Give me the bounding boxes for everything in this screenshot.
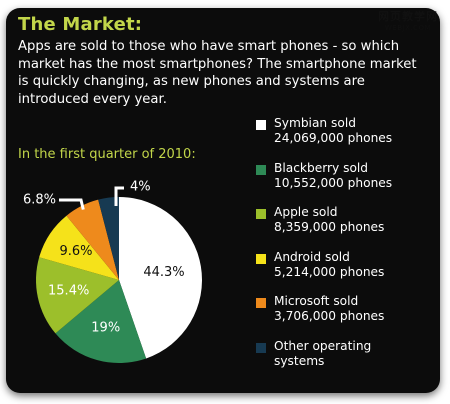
site-watermark: 网页教学网 WEBJX.COM [368, 8, 448, 32]
data-label-blackberry: 19% [91, 321, 120, 336]
legend-label: Other operating [274, 338, 372, 353]
data-label-apple: 15.4% [48, 283, 89, 298]
legend-value: 5,214,000 phones [274, 264, 385, 279]
legend-value: 10,552,000 phones [274, 175, 393, 190]
data-label-symbian: 44.3% [143, 265, 184, 280]
legend-value: systems [274, 353, 325, 368]
pie-chart: 44.3% 19% 15.4% 9.6% 6.8% 4% [23, 180, 202, 363]
data-label-android: 9.6% [59, 244, 92, 259]
legend-swatch [256, 164, 266, 175]
leader-line-microsoft [59, 198, 85, 210]
data-label-microsoft: 6.8% [23, 193, 56, 208]
legend-label: Apple sold [274, 205, 338, 219]
infographic-panel: The Market: Apps are sold to those who h… [6, 8, 440, 393]
leader-line-other [114, 186, 124, 206]
watermark-line2: WEBJX.COM [384, 24, 432, 32]
pie-slice-other [98, 197, 119, 280]
legend-swatch [256, 298, 266, 308]
legend-swatch [256, 253, 266, 264]
legend-swatch [256, 120, 266, 130]
pie-slice-android [39, 215, 119, 280]
legend-label: Symbian sold [274, 116, 356, 130]
data-label-other: 4% [130, 180, 151, 195]
chart-title: In the first quarter of 2010: [18, 147, 196, 162]
legend-value: 3,706,000 phones [274, 309, 385, 323]
legend-label: Blackberry sold [274, 160, 369, 175]
legend-label: Android sold [274, 249, 350, 264]
legend-swatch [256, 209, 266, 219]
watermark-line1: 网页教学网 [378, 10, 438, 23]
pie-slice-microsoft [66, 199, 119, 280]
legend-label: Microsoft sold [274, 294, 359, 308]
page-title: The Market: [18, 14, 143, 35]
pie-slice-symbian [119, 197, 202, 359]
legend-swatch [256, 342, 266, 353]
intro-paragraph: Apps are sold to those who have smart ph… [18, 39, 417, 107]
legend-value: 24,069,000 phones [274, 131, 393, 145]
legend-value: 8,359,000 phones [274, 220, 385, 234]
pie-slice-apple [36, 257, 120, 334]
pie-slice-blackberry [55, 280, 147, 363]
